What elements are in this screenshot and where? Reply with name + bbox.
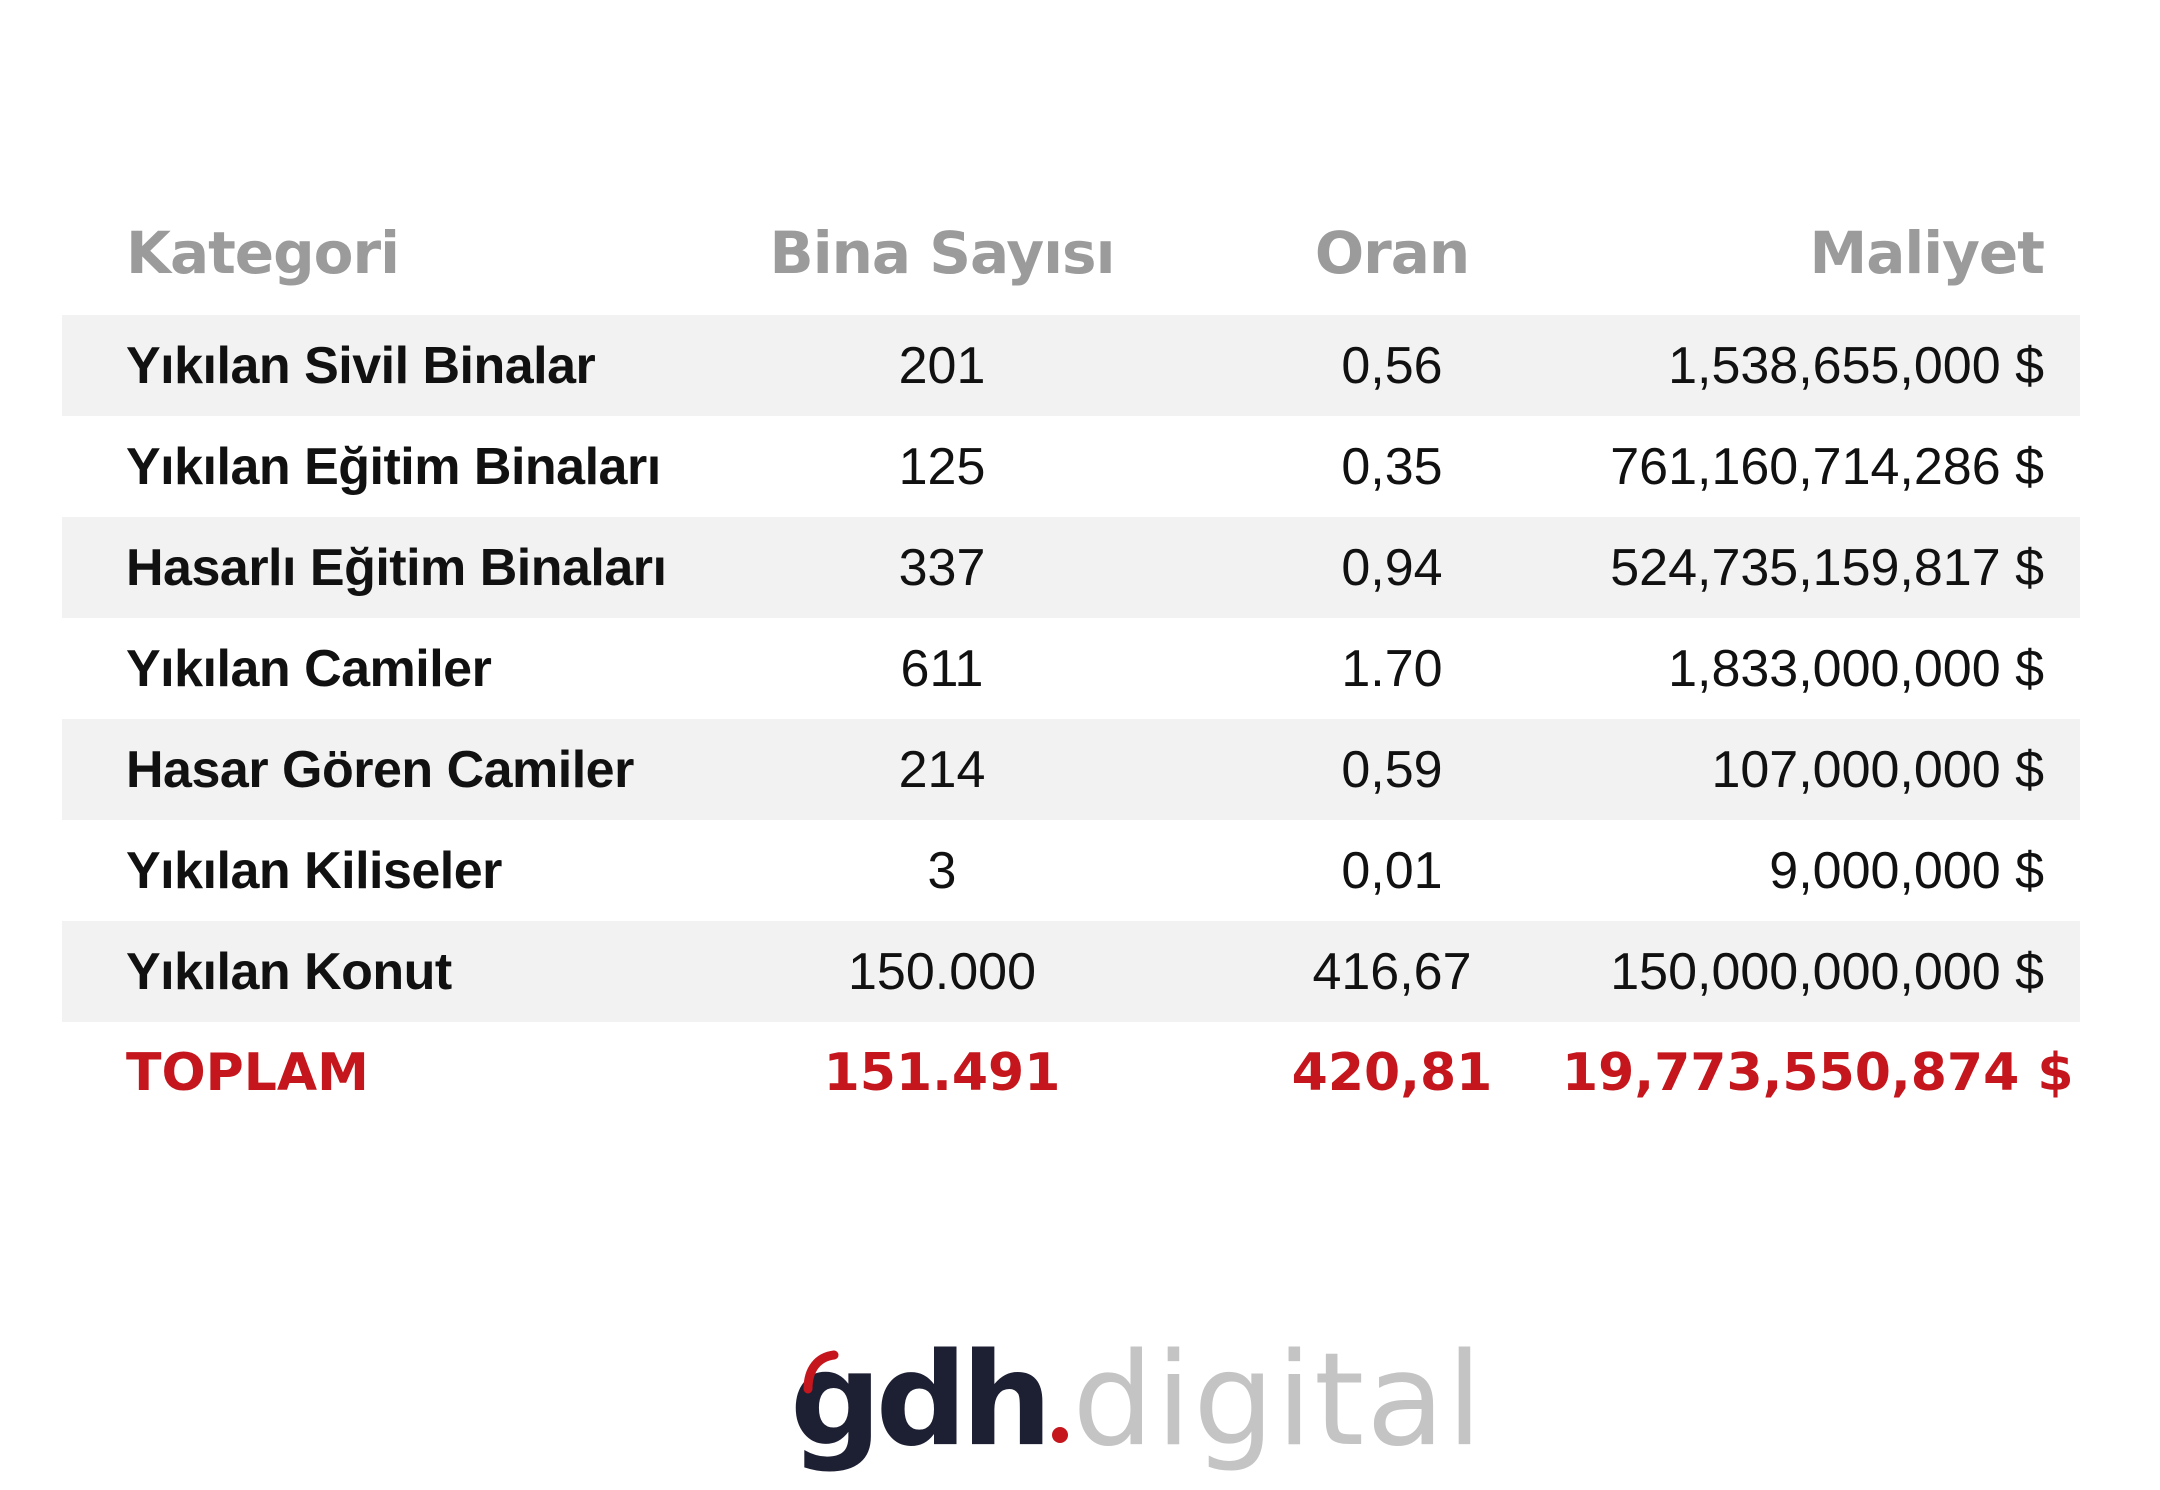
row-category: Yıkılan Kiliseler bbox=[126, 841, 502, 900]
logo-dot-icon bbox=[1052, 1427, 1069, 1443]
table-row: Hasar Gören Camiler 214 0,59 107,000,000… bbox=[62, 719, 2080, 820]
row-ratio: 1.70 bbox=[1341, 639, 1443, 698]
row-ratio: 0,35 bbox=[1341, 437, 1443, 496]
row-cost: 107,000,000 $ bbox=[1711, 740, 2044, 799]
total-row: TOPLAM 151.491 420,81 19,773,550,874 $ bbox=[62, 1022, 2080, 1123]
row-cost: 150,000,000,000 $ bbox=[1610, 942, 2044, 1001]
row-cost: 761,160,714,286 $ bbox=[1610, 437, 2044, 496]
total-count: 151.491 bbox=[823, 1042, 1061, 1103]
header-ratio: Oran bbox=[1314, 218, 1470, 287]
row-cost: 9,000,000 $ bbox=[1769, 841, 2044, 900]
logo-mark: gdh bbox=[790, 1337, 1052, 1465]
row-ratio: 0,56 bbox=[1341, 336, 1443, 395]
table-header-row: Kategori Bina Sayısı Oran Maliyet bbox=[62, 190, 2080, 315]
table-row: Yıkılan Konut 150.000 416,67 150,000,000… bbox=[62, 921, 2080, 1022]
table-row: Yıkılan Camiler 611 1.70 1,833,000,000 $ bbox=[62, 618, 2080, 719]
logo-suffix-text: digital bbox=[1072, 1326, 1485, 1475]
row-count: 611 bbox=[900, 639, 984, 698]
total-ratio: 420,81 bbox=[1291, 1042, 1493, 1103]
row-count: 3 bbox=[927, 841, 957, 900]
header-category: Kategori bbox=[126, 218, 400, 287]
table-row: Yıkılan Sivil Binalar 201 0,56 1,538,655… bbox=[62, 315, 2080, 416]
row-cost: 1,538,655,000 $ bbox=[1668, 336, 2044, 395]
table-row: Hasarlı Eğitim Binaları 337 0,94 524,735… bbox=[62, 517, 2080, 618]
row-category: Yıkılan Camiler bbox=[126, 639, 492, 698]
row-category: Yıkılan Sivil Binalar bbox=[126, 336, 596, 395]
row-ratio: 416,67 bbox=[1312, 942, 1472, 1001]
header-cost: Maliyet bbox=[1809, 218, 2046, 287]
header-building-count: Bina Sayısı bbox=[769, 218, 1116, 287]
logo-arc-icon bbox=[803, 1350, 839, 1394]
row-category: Yıkılan Eğitim Binaları bbox=[126, 437, 661, 496]
table-row: Yıkılan Kiliseler 3 0,01 9,000,000 $ bbox=[62, 820, 2080, 921]
table-row: Yıkılan Eğitim Binaları 125 0,35 761,160… bbox=[62, 416, 2080, 517]
gdh-digital-logo: gdh digital bbox=[790, 1285, 1484, 1465]
row-category: Hasarlı Eğitim Binaları bbox=[126, 538, 667, 597]
total-cost: 19,773,550,874 $ bbox=[1562, 1042, 2074, 1103]
row-cost: 1,833,000,000 $ bbox=[1668, 639, 2044, 698]
row-count: 201 bbox=[898, 336, 986, 395]
row-ratio: 0,59 bbox=[1341, 740, 1443, 799]
row-ratio: 0,01 bbox=[1341, 841, 1443, 900]
data-table: Kategori Bina Sayısı Oran Maliyet Yıkıla… bbox=[62, 190, 2080, 1123]
row-count: 337 bbox=[898, 538, 986, 597]
row-category: Hasar Gören Camiler bbox=[126, 740, 634, 799]
total-label: TOPLAM bbox=[126, 1042, 369, 1103]
row-cost: 524,735,159,817 $ bbox=[1610, 538, 2044, 597]
row-category: Yıkılan Konut bbox=[126, 942, 452, 1001]
row-count: 125 bbox=[898, 437, 986, 496]
row-count: 150.000 bbox=[848, 942, 1036, 1001]
row-count: 214 bbox=[898, 740, 986, 799]
row-ratio: 0,94 bbox=[1341, 538, 1443, 597]
